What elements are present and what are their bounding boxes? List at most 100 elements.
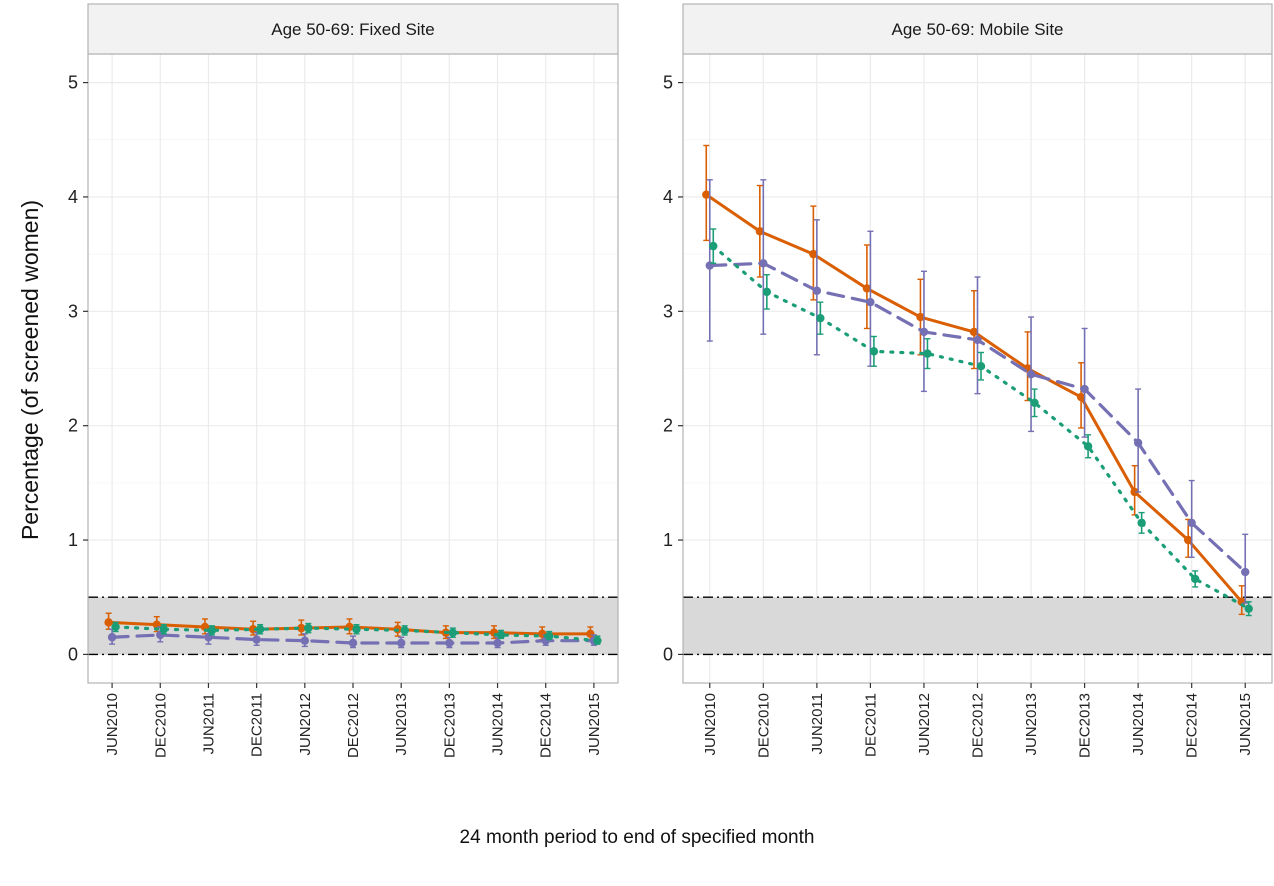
- y-tick-label: 0: [68, 644, 78, 664]
- x-axis-title: 24 month period to end of specified mont…: [460, 827, 815, 848]
- data-point: [107, 633, 117, 642]
- data-point: [255, 625, 265, 634]
- data-point: [702, 190, 711, 199]
- data-point: [445, 638, 454, 648]
- x-tick-label: JUN2010: [702, 693, 719, 756]
- data-point: [297, 623, 306, 633]
- x-tick-label: JUN2010: [104, 693, 121, 756]
- data-point: [816, 313, 825, 323]
- data-point: [448, 628, 458, 637]
- data-point: [709, 241, 718, 251]
- x-tick-label: JUN2014: [490, 693, 507, 756]
- data-point: [586, 629, 595, 639]
- data-point: [396, 638, 406, 648]
- x-tick-label: JUN2015: [586, 693, 603, 756]
- data-point: [348, 638, 358, 648]
- x-tick-label: DEC2012: [345, 693, 362, 758]
- data-point: [1183, 535, 1193, 545]
- series-7570b3: [107, 626, 599, 649]
- x-tick-label: JUN2012: [297, 693, 314, 756]
- panel-2: Age 50-69: Mobile Site 0 1 2 3 4 5 JUN2010 DEC20…: [663, 3, 1273, 758]
- y-tick-label: 2: [663, 416, 673, 436]
- data-point: [1130, 487, 1139, 497]
- data-point: [207, 626, 217, 635]
- x-tick-label: JUN2014: [1130, 693, 1147, 756]
- x-tick-label: DEC2014: [1184, 693, 1201, 758]
- data-point: [869, 347, 879, 356]
- data-point: [1241, 567, 1250, 577]
- x-tick-label: JUN2013: [1023, 693, 1040, 756]
- x-tick-label: JUN2013: [393, 693, 410, 756]
- panel-1: Age 50-69: Fixed Site 0 1 2 3 4 5 JUN2010 DEC201…: [68, 3, 619, 758]
- data-point: [252, 635, 261, 644]
- data-point: [300, 636, 310, 645]
- facet-strip: [682, 3, 1273, 55]
- y-axis-title: Percentage (of screened women): [17, 200, 43, 540]
- data-point: [1083, 442, 1093, 451]
- x-tick-label: JUN2011: [200, 693, 217, 754]
- data-point: [1190, 574, 1200, 584]
- data-point: [400, 626, 409, 635]
- x-tick-label: DEC2014: [538, 693, 555, 758]
- data-point: [493, 638, 502, 648]
- data-point: [111, 622, 120, 632]
- data-point: [755, 227, 765, 236]
- x-tick-label: JUN2015: [1237, 693, 1254, 756]
- y-tick-label: 1: [68, 530, 78, 550]
- data-point: [1080, 384, 1089, 394]
- data-point: [866, 297, 875, 307]
- data-point: [352, 625, 361, 634]
- data-point: [248, 625, 258, 634]
- facet-strip: [87, 3, 619, 55]
- x-tick-label: DEC2010: [755, 693, 772, 758]
- data-point: [1137, 518, 1146, 528]
- data-point: [809, 249, 818, 259]
- data-point: [976, 362, 986, 371]
- x-tick-label: DEC2010: [152, 693, 169, 758]
- data-point: [1237, 597, 1246, 607]
- series-1b9e77: [709, 228, 1253, 617]
- data-point: [969, 327, 979, 337]
- y-tick-label: 3: [663, 301, 673, 321]
- data-point: [1187, 518, 1196, 528]
- y-tick-label: 5: [663, 73, 673, 93]
- data-point: [759, 259, 768, 268]
- data-point: [919, 327, 929, 337]
- facet-strip-label: Age 50-69: Fixed Site: [271, 20, 434, 39]
- data-point: [973, 335, 982, 345]
- data-point: [1133, 438, 1143, 448]
- facet-strip-label: Age 50-69: Mobile Site: [892, 20, 1064, 39]
- panels-container: Age 50-69: Fixed Site 0 1 2 3 4 5 JUN2010 DEC201…: [68, 3, 1273, 758]
- x-tick-label: DEC2011: [249, 693, 266, 757]
- x-tick-label: DEC2011: [862, 693, 879, 757]
- x-tick-label: DEC2013: [441, 693, 458, 758]
- data-point: [104, 618, 113, 627]
- y-tick-label: 1: [663, 530, 673, 550]
- x-tick-label: JUN2011: [809, 693, 826, 754]
- series-1b9e77: [111, 621, 602, 645]
- data-point: [496, 630, 506, 640]
- reference-band: [683, 597, 1272, 655]
- x-tick-label: JUN2012: [916, 693, 933, 756]
- y-tick-label: 5: [68, 73, 78, 93]
- data-point: [923, 349, 932, 358]
- data-point: [1244, 604, 1253, 613]
- data-point: [593, 636, 602, 645]
- y-tick-label: 3: [68, 301, 78, 321]
- data-point: [545, 631, 554, 641]
- data-point: [1030, 398, 1039, 408]
- data-point: [916, 312, 925, 322]
- data-point: [812, 286, 822, 295]
- data-point: [159, 625, 168, 634]
- data-point: [304, 623, 313, 633]
- data-point: [1026, 370, 1036, 379]
- data-point: [1076, 392, 1086, 402]
- y-tick-label: 2: [68, 416, 78, 436]
- y-tick-label: 4: [663, 187, 673, 207]
- y-tick-label: 4: [68, 187, 78, 207]
- x-tick-label: DEC2012: [970, 693, 987, 758]
- data-point: [862, 284, 872, 293]
- data-point: [762, 287, 772, 297]
- x-tick-label: DEC2013: [1077, 693, 1094, 758]
